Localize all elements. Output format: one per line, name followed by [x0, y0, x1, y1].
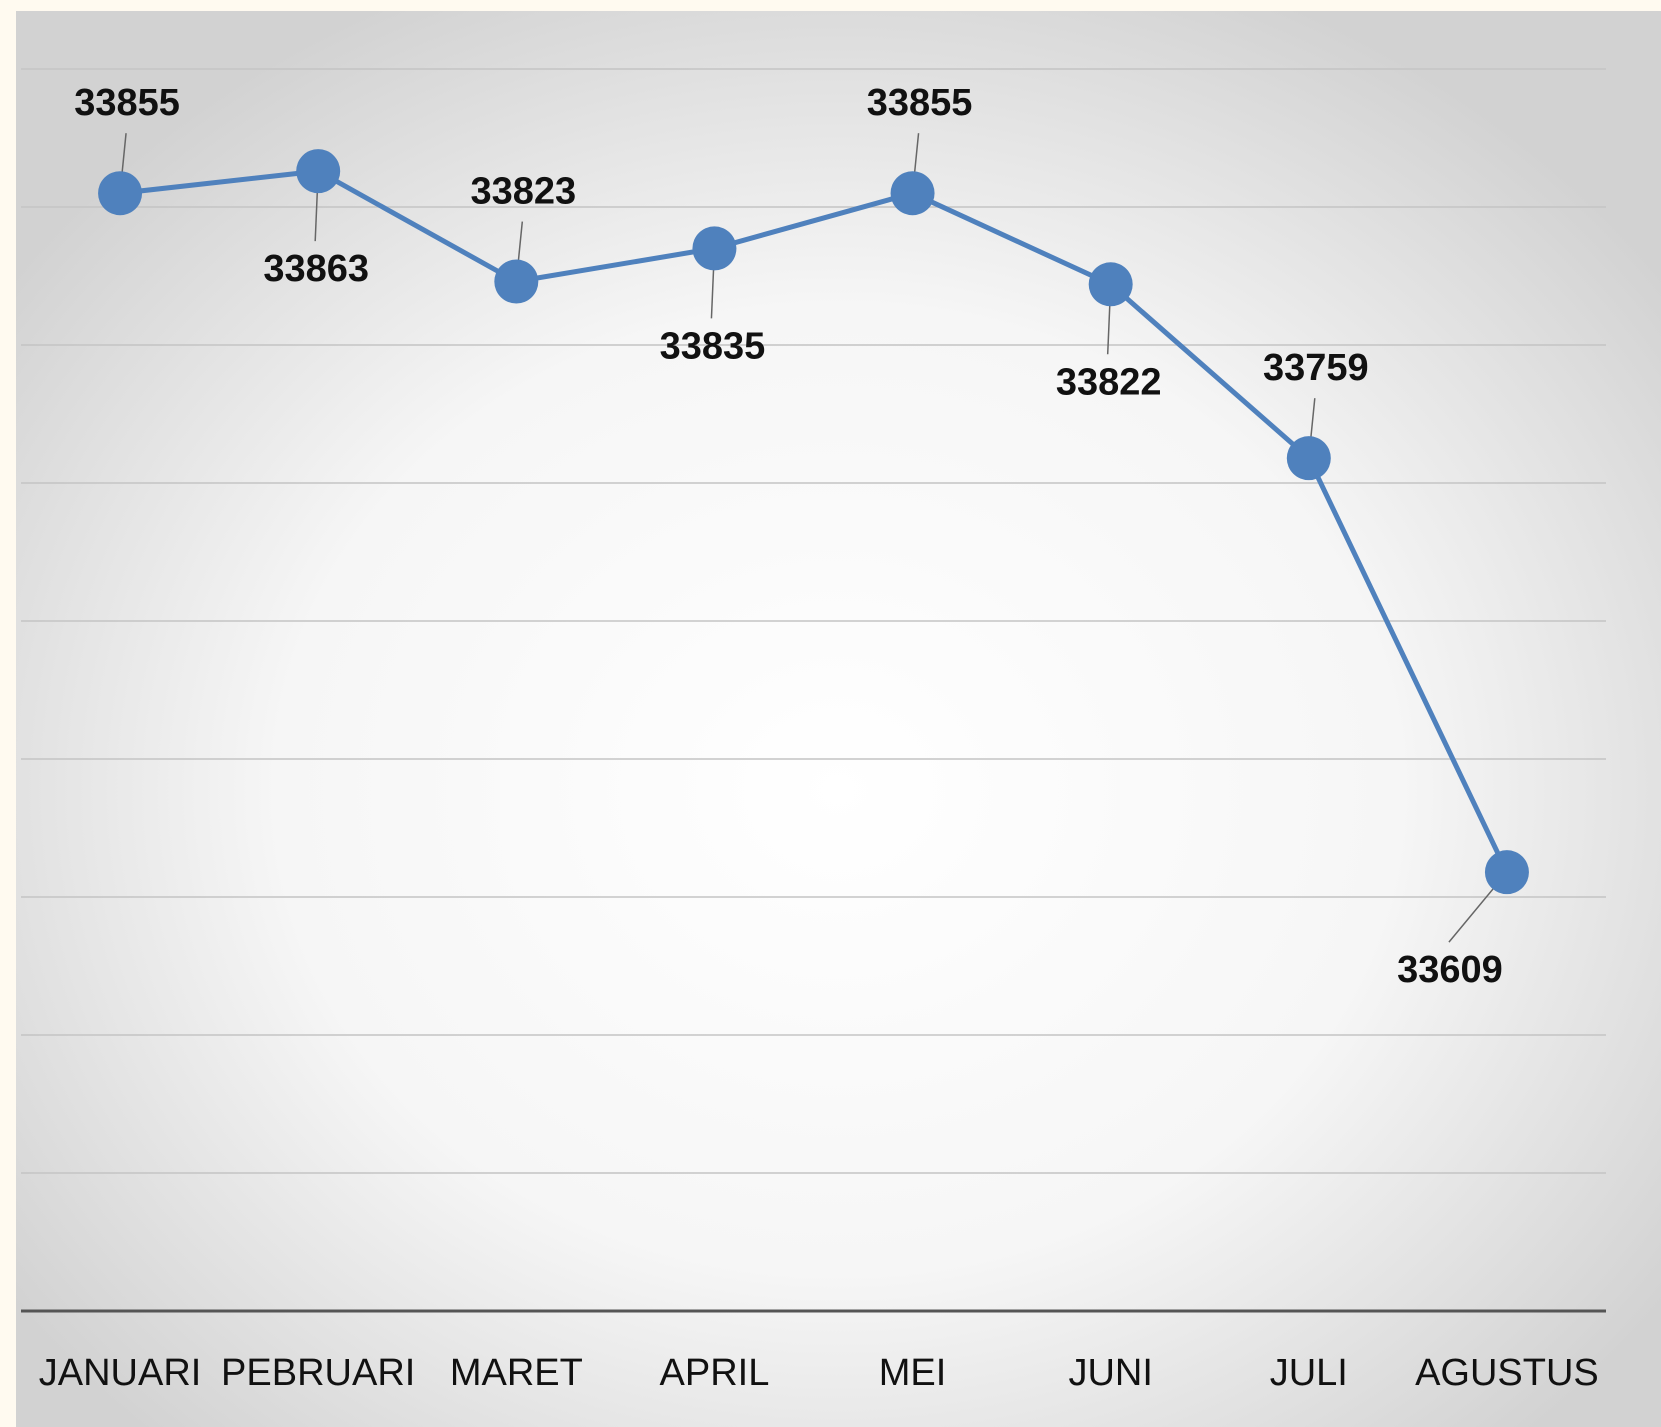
x-tick-label: JUNI — [1068, 1352, 1152, 1394]
x-tick-label: JULI — [1270, 1352, 1348, 1394]
data-label: 33759 — [1263, 347, 1369, 389]
data-label: 33855 — [74, 82, 180, 124]
marker — [296, 149, 341, 194]
plot-background — [16, 11, 1661, 1427]
marker — [494, 259, 539, 304]
data-label: 33609 — [1397, 949, 1503, 991]
data-label: 33822 — [1056, 361, 1162, 403]
x-tick-label: JANUARI — [39, 1352, 202, 1394]
x-tick-label: AGUSTUS — [1415, 1352, 1599, 1394]
marker — [1088, 262, 1133, 307]
x-tick-label: PEBRUARI — [221, 1352, 415, 1394]
data-label: 33835 — [660, 325, 766, 367]
x-tick-label: MEI — [879, 1352, 947, 1394]
line — [119, 168, 1510, 874]
marker — [890, 171, 935, 216]
x-tick-label: APRIL — [660, 1352, 770, 1394]
marker — [98, 171, 143, 216]
marker — [1286, 436, 1331, 481]
marker — [1484, 850, 1529, 895]
data-label: 33863 — [263, 248, 369, 290]
x-tick-label: MARET — [450, 1352, 583, 1394]
marker — [692, 226, 737, 271]
data-label: 33855 — [867, 82, 973, 124]
data-label: 33823 — [470, 171, 576, 213]
